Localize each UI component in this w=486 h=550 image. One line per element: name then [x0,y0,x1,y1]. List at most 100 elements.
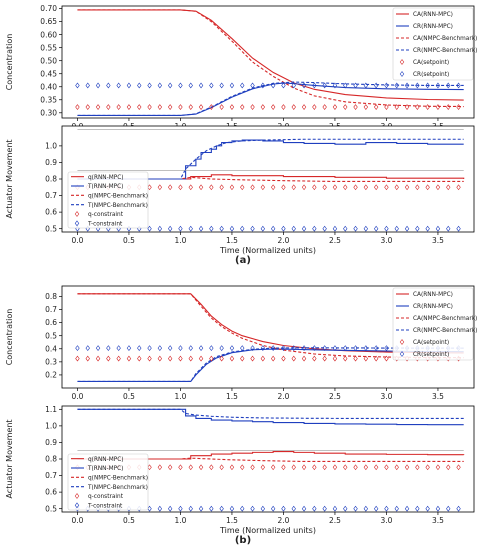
series-q-constraint-point [147,464,152,471]
y-axis-label: Concentration [5,34,14,91]
series-q-constraint-point [343,184,348,191]
series-ca-setpoint-point [394,104,399,110]
series-t-constraint-point [332,505,338,512]
x-tick-label: 0.0 [71,516,83,525]
series-ca-setpoint-point [301,104,307,110]
series-t-constraint-point [209,505,214,512]
y-tick-label: 0.8 [45,292,57,301]
series-ca-setpoint-point [188,355,193,362]
series-ca-setpoint-point [219,355,224,362]
series-t-constraint-point [435,505,441,512]
x-tick-label: 1.0 [174,236,186,245]
series-q-constraint-point [301,464,307,471]
series-q-constraint-point [384,184,389,191]
series-cr-setpoint-point [75,345,80,352]
series-ca-setpoint-point [270,355,276,362]
series-t-constraint-point [270,225,276,232]
series-ca-setpoint-point [270,104,276,110]
series-t-constraint-point [188,505,193,512]
series-q-constraint-point [147,184,152,191]
series-t-constraint-point [373,505,379,512]
legend-label: CA(setpoint) [413,340,449,346]
series-cr-setpoint-point [209,345,214,352]
series-ca-setpoint-point [322,104,327,110]
series-t-constraint-point [425,225,430,232]
series-cr-setpoint-point [178,82,183,89]
series-cr-setpoint-point [240,345,245,352]
series-cr-setpoint-point [116,345,121,352]
series-t-constraint-point [178,505,183,512]
series-t-rnn-mpc-line [77,408,464,426]
series-cr-setpoint-point [415,82,420,89]
series-cr-setpoint-point [198,345,204,352]
y-tick-label: 0.35 [40,95,57,104]
series-t-constraint-point [147,505,152,512]
legend: CA(RNN-MPC) CR(RNN-MPC) CA(NMPC-Benchmark)… [392,287,477,361]
series-cr-setpoint-point [363,345,369,352]
x-tick-label: 0.0 [71,392,83,401]
series-ca-setpoint-point [343,104,348,110]
series-t-constraint-point [363,225,369,232]
series-cr-nmpc-benchmark-line [77,347,464,383]
y-tick-label: 0.7 [45,471,57,480]
series-cr-setpoint-point [85,345,90,352]
series-ca-setpoint-point [95,104,101,110]
legend-label: CR(NMPC-Benchmark) [413,48,477,54]
series-cr-setpoint-point [353,82,358,89]
series-q-constraint-point [343,464,348,471]
series-t-constraint-point [425,505,430,512]
legend-swatch [74,211,80,217]
series-cr-setpoint-point [147,82,152,89]
series-ca-setpoint-point [178,355,183,362]
series-ca-setpoint-point [167,355,173,362]
series-t-constraint-point [404,225,410,232]
legend-swatch [399,59,405,65]
series-ca-setpoint-point [106,355,111,362]
series-ca-setpoint-point [281,104,286,110]
series-t-nmpc-benchmark-line [77,138,464,180]
series-t-constraint-point [384,225,389,232]
legend-label: CR(RNN-MPC) [413,304,453,310]
series-cr-setpoint-point [250,82,255,89]
series-cr-setpoint-point [281,82,286,89]
y-tick-label: 1.0 [45,421,57,430]
series-q-constraint-point [270,464,276,471]
series-ca-setpoint-point [384,104,389,110]
series-cr-setpoint-point [384,82,389,89]
series-q-constraint-point [281,464,286,471]
series-q-nmpc-benchmark-line [77,457,464,463]
series-t-constraint-point [167,505,173,512]
series-cr-setpoint-point [95,82,101,89]
series-q-constraint-point [157,464,163,471]
legend-swatch [74,502,80,509]
series-cr-setpoint-point [126,345,132,352]
series-t-constraint-point [291,225,296,232]
series-ca-setpoint-point [373,355,379,362]
series-ca-setpoint-point [85,355,90,362]
legend-label: CA(NMPC-Benchmark) [413,36,477,42]
series-cr-setpoint-point [332,82,338,89]
legend-label: T(RNN-MPC) [87,184,123,190]
series-cr-setpoint-point [270,82,276,89]
series-q-constraint-point [363,184,369,191]
series-cr-setpoint-point [373,82,379,89]
series-t-constraint-point [291,505,296,512]
series-t-nmpc-benchmark-line [77,408,464,419]
series-t-constraint-point [343,505,348,512]
legend: CA(RNN-MPC) CR(RNN-MPC) CA(NMPC-Benchmark)… [392,7,477,81]
series-cr-setpoint-point [301,82,307,89]
series-ca-setpoint-point [126,104,132,110]
series-q-constraint-point [373,464,379,471]
series-t-constraint-point [260,225,266,232]
legend-label: CA(NMPC-Benchmark) [413,316,477,322]
x-tick-label: 1.0 [174,392,186,401]
x-tick-label: 0.5 [123,516,135,525]
legend-label: CA(setpoint) [413,60,449,66]
series-cr-setpoint-point [332,345,338,352]
series-ca-setpoint-point [343,355,348,362]
series-cr-setpoint-point [178,345,183,352]
series-cr-setpoint-point [425,82,430,89]
series-ca-setpoint-point [147,355,152,362]
series-cr-setpoint-point [137,82,142,89]
chart-panel: 0.00.51.01.52.02.53.03.50.300.350.400.45… [5,4,477,131]
